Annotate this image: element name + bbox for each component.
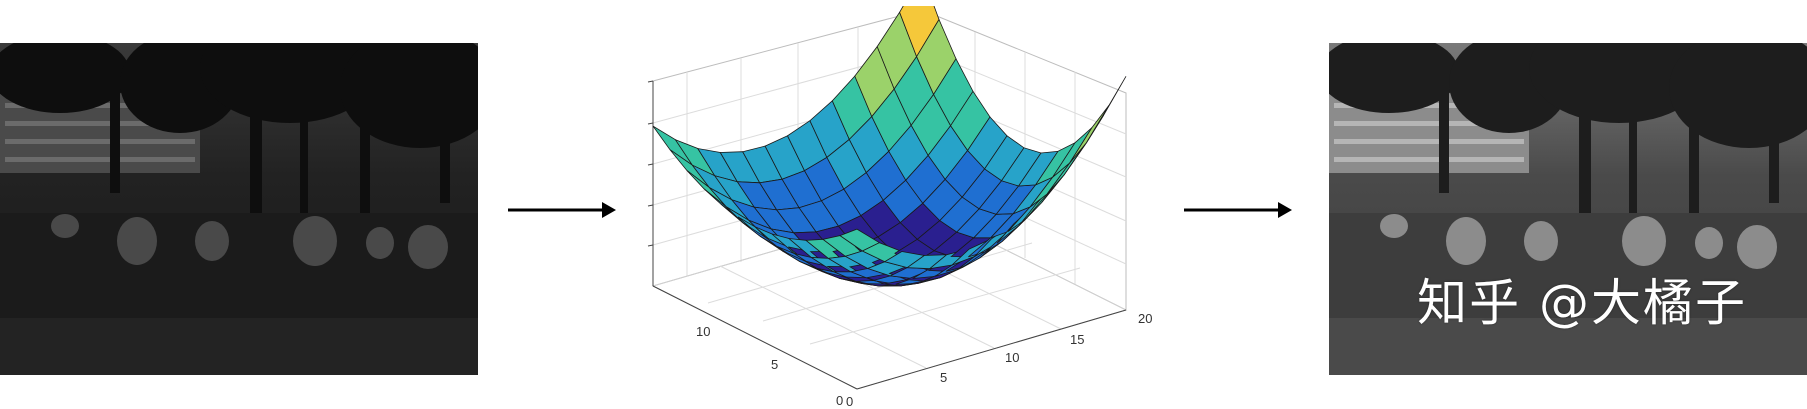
x-tick-15: 15 — [1070, 332, 1084, 347]
arrow-right-icon — [506, 199, 618, 221]
x-tick-0: 0 — [846, 394, 853, 406]
x-tick-20: 20 — [1138, 311, 1152, 326]
arrow-right-icon — [1182, 199, 1294, 221]
enhanced-park-photo-icon — [1329, 43, 1807, 375]
y-tick-0: 0 — [836, 393, 843, 406]
surface-mesh — [652, 6, 1127, 287]
x-tick-10: 10 — [1005, 350, 1019, 365]
y-tick-10: 10 — [696, 324, 710, 339]
input-dark-photo — [0, 43, 478, 375]
surface-plot-svg: 0 5 10 15 20 0 5 10 — [647, 6, 1152, 406]
dark-park-photo-icon — [0, 43, 478, 375]
y-tick-5: 5 — [771, 357, 778, 372]
x-tick-5: 5 — [940, 370, 947, 385]
watermark-text: 知乎 @大橘子 — [1417, 274, 1747, 332]
surface-plot: 0 5 10 15 20 0 5 10 — [620, 6, 1180, 406]
output-enhanced-photo: 知乎 @大橘子 — [1329, 43, 1807, 375]
surface-patch — [1086, 76, 1127, 143]
